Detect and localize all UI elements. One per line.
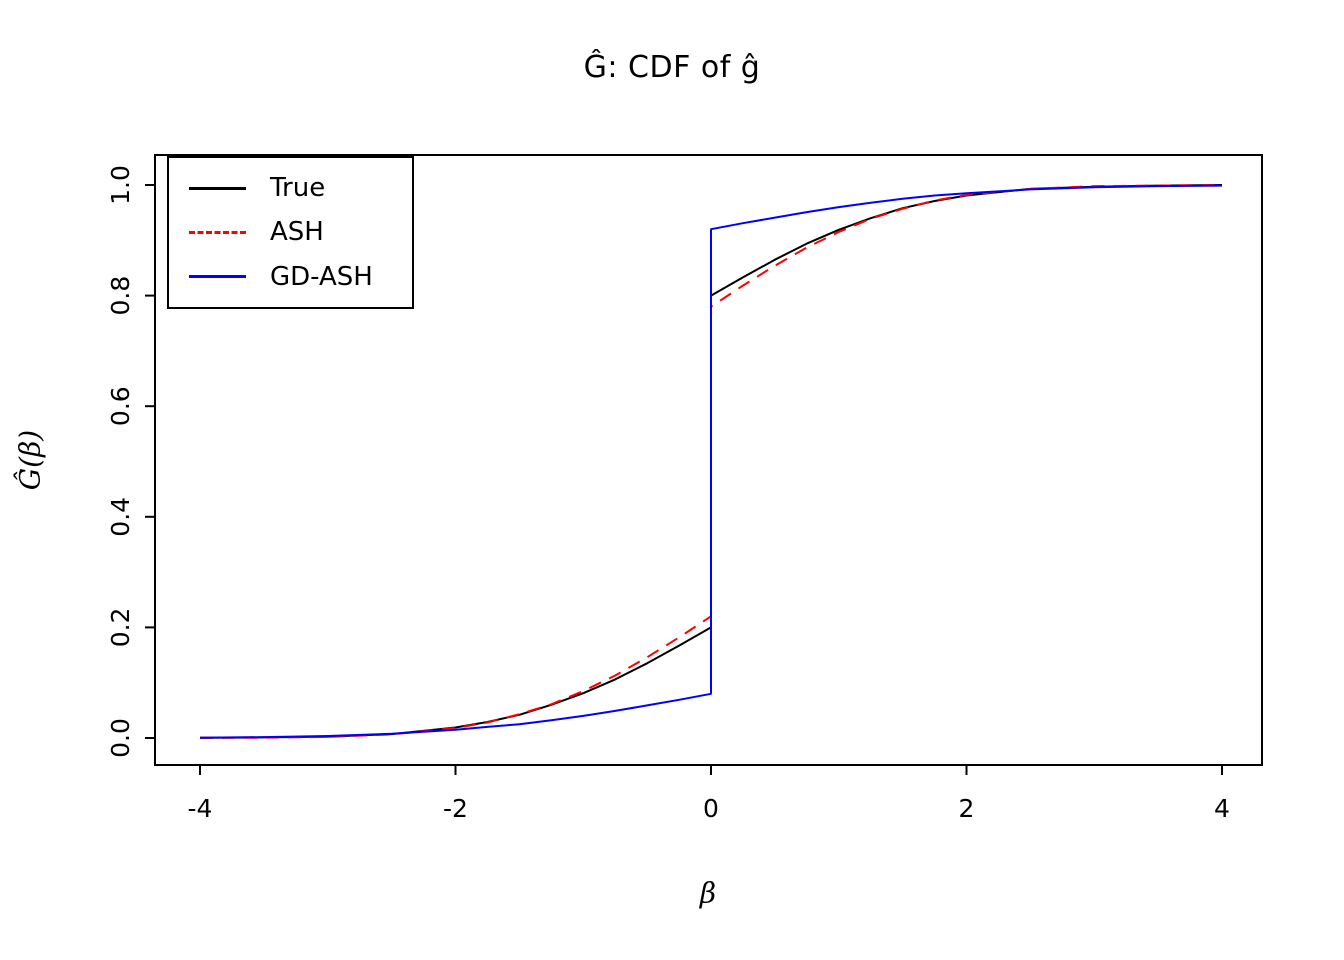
y-tick-label: 0.2 (106, 608, 135, 648)
x-tick-label: -2 (443, 794, 468, 823)
x-tick-label: 2 (959, 794, 975, 823)
legend-label-true: True (270, 173, 326, 204)
plot-border (154, 154, 1263, 766)
y-tick-label: 0.8 (106, 276, 135, 316)
series-line-gd-ash (199, 184, 1223, 739)
x-tick-label: -4 (188, 794, 213, 823)
legend-line-sample-ash (189, 230, 246, 234)
y-tick-label: 1.0 (106, 165, 135, 205)
legend-label-gd-ash: GD-ASH (270, 261, 373, 292)
y-tick-label: 0.0 (106, 718, 135, 758)
legend-line-sample-true (189, 186, 246, 190)
y-tick-label: 0.6 (106, 386, 135, 426)
legend-entry-gd-ash: GD-ASH (169, 264, 412, 290)
legend-entry-true: True (169, 175, 412, 201)
y-axis-label: Ĝ(β) (13, 429, 47, 491)
legend-entry-ash: ASH (169, 219, 412, 245)
legend-line-sample-gd-ash (189, 275, 246, 279)
legend: True ASH GD-ASH (167, 156, 414, 309)
y-tick-label: 0.4 (106, 497, 135, 537)
chart-title: Ĝ: CDF of ĝ (583, 50, 761, 85)
legend-label-ash: ASH (270, 217, 324, 248)
x-tick-label: 0 (703, 794, 719, 823)
x-tick-label: 4 (1214, 794, 1230, 823)
x-axis-label: β (699, 876, 717, 910)
